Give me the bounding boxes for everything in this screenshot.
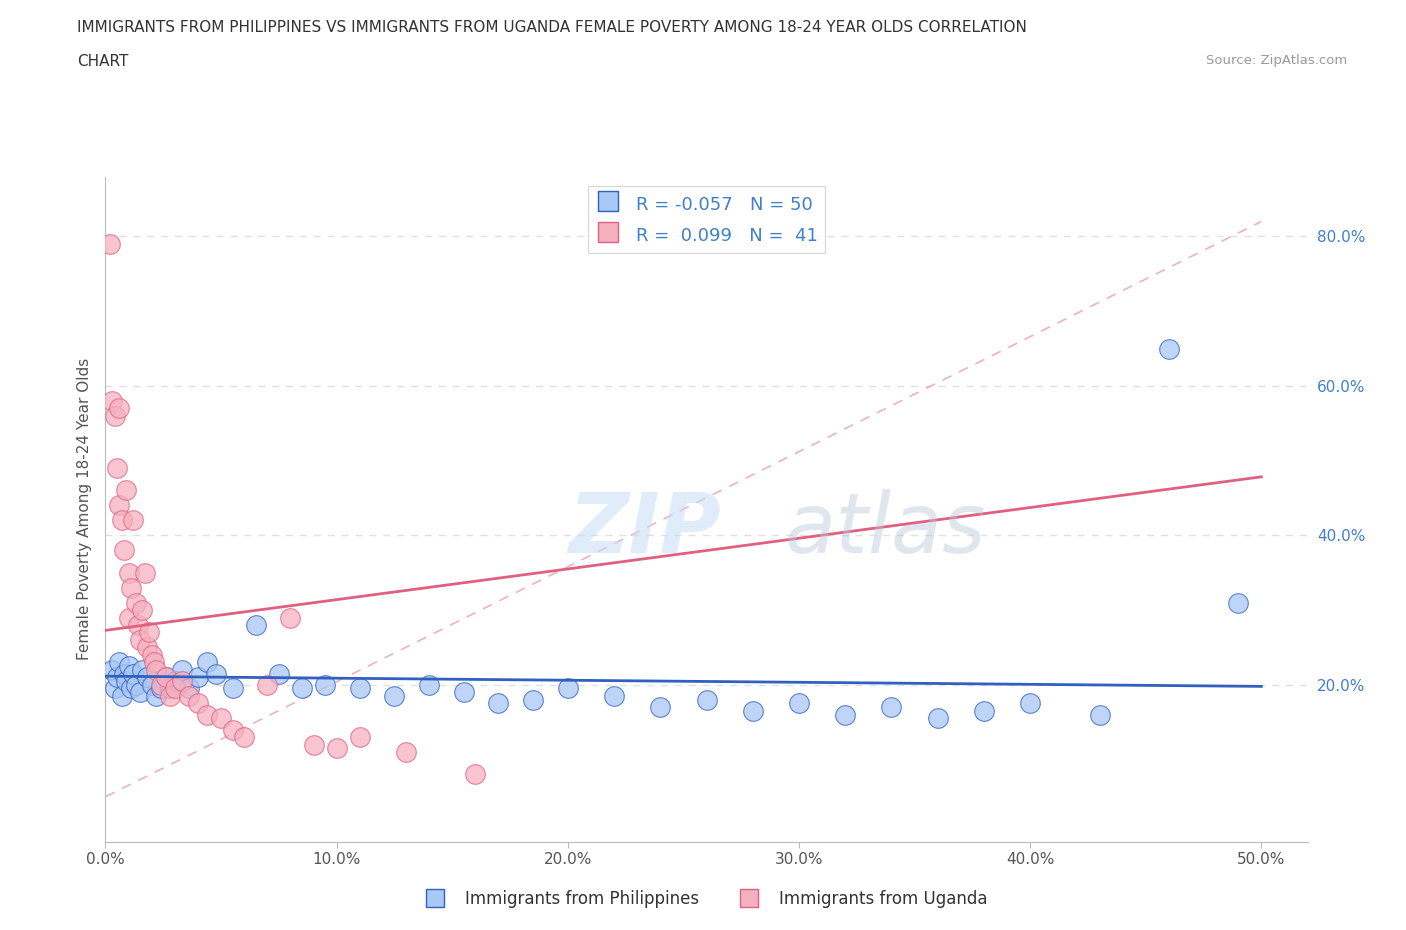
Point <box>141 677 163 692</box>
Point <box>280 610 302 625</box>
Text: atlas: atlas <box>785 488 986 569</box>
Point <box>149 677 172 692</box>
Point <box>136 670 159 684</box>
Point <box>155 670 177 684</box>
Point <box>488 696 510 711</box>
Point <box>245 618 267 632</box>
Point <box>695 692 717 707</box>
Point <box>105 670 128 684</box>
Point <box>650 699 672 714</box>
Point <box>124 595 146 610</box>
Point <box>117 658 139 673</box>
Point <box>145 688 167 703</box>
Point <box>349 730 371 745</box>
Point <box>129 632 152 647</box>
Point <box>221 722 243 737</box>
Point <box>115 673 138 688</box>
Point <box>927 711 949 725</box>
Point <box>453 684 475 699</box>
Point <box>108 401 131 416</box>
Point <box>104 408 127 423</box>
Point <box>120 580 142 595</box>
Point <box>131 603 153 618</box>
Point <box>384 688 406 703</box>
Point <box>395 745 418 760</box>
Point <box>104 681 127 696</box>
Point <box>464 767 486 782</box>
Point <box>787 696 810 711</box>
Text: ZIP: ZIP <box>568 488 721 569</box>
Point <box>187 670 209 684</box>
Point <box>291 681 314 696</box>
Point <box>98 236 121 251</box>
Point <box>145 662 167 677</box>
Point <box>134 565 156 580</box>
Point <box>127 618 149 632</box>
Point <box>314 677 336 692</box>
Point <box>159 688 181 703</box>
Text: Source: ZipAtlas.com: Source: ZipAtlas.com <box>1206 54 1347 67</box>
Point <box>187 696 209 711</box>
Point <box>111 688 134 703</box>
Point <box>101 662 124 677</box>
Point <box>115 483 138 498</box>
Point <box>325 741 347 756</box>
Point <box>195 655 218 670</box>
Point <box>557 681 579 696</box>
Point <box>603 688 626 703</box>
Point <box>522 692 544 707</box>
Point <box>221 681 243 696</box>
Point <box>155 670 177 684</box>
Point <box>170 662 193 677</box>
Point <box>143 655 166 670</box>
Point <box>256 677 278 692</box>
Point <box>108 498 131 512</box>
Point <box>159 681 181 696</box>
Point <box>149 681 172 696</box>
Point <box>122 666 145 681</box>
Point <box>418 677 440 692</box>
Point <box>124 677 146 692</box>
Point <box>112 543 135 558</box>
Point <box>880 699 903 714</box>
Point <box>105 460 128 475</box>
Point <box>131 662 153 677</box>
Point <box>138 625 160 640</box>
Point <box>111 513 134 528</box>
Point <box>741 703 763 718</box>
Point <box>129 684 152 699</box>
Point <box>117 610 139 625</box>
Point <box>1157 341 1180 356</box>
Point <box>834 707 856 722</box>
Point <box>195 707 218 722</box>
Point <box>1088 707 1111 722</box>
Point <box>117 565 139 580</box>
Y-axis label: Female Poverty Among 18-24 Year Olds: Female Poverty Among 18-24 Year Olds <box>76 358 91 660</box>
Point <box>101 393 124 408</box>
Point <box>1227 595 1250 610</box>
Point <box>163 673 186 688</box>
Legend: Immigrants from Philippines, Immigrants from Uganda: Immigrants from Philippines, Immigrants … <box>412 883 994 914</box>
Point <box>163 681 186 696</box>
Point <box>120 681 142 696</box>
Point <box>302 737 325 752</box>
Point <box>349 681 371 696</box>
Point <box>170 673 193 688</box>
Point <box>112 666 135 681</box>
Point <box>122 513 145 528</box>
Legend: R = -0.057   N = 50, R =  0.099   N =  41: R = -0.057 N = 50, R = 0.099 N = 41 <box>588 186 825 253</box>
Point <box>108 655 131 670</box>
Point <box>205 666 228 681</box>
Text: CHART: CHART <box>77 54 129 69</box>
Point <box>177 681 200 696</box>
Point <box>267 666 290 681</box>
Point <box>141 647 163 662</box>
Text: IMMIGRANTS FROM PHILIPPINES VS IMMIGRANTS FROM UGANDA FEMALE POVERTY AMONG 18-24: IMMIGRANTS FROM PHILIPPINES VS IMMIGRANT… <box>77 20 1028 35</box>
Point <box>233 730 256 745</box>
Point <box>209 711 232 725</box>
Point <box>973 703 995 718</box>
Point <box>136 640 159 655</box>
Point <box>177 688 200 703</box>
Point <box>1019 696 1042 711</box>
